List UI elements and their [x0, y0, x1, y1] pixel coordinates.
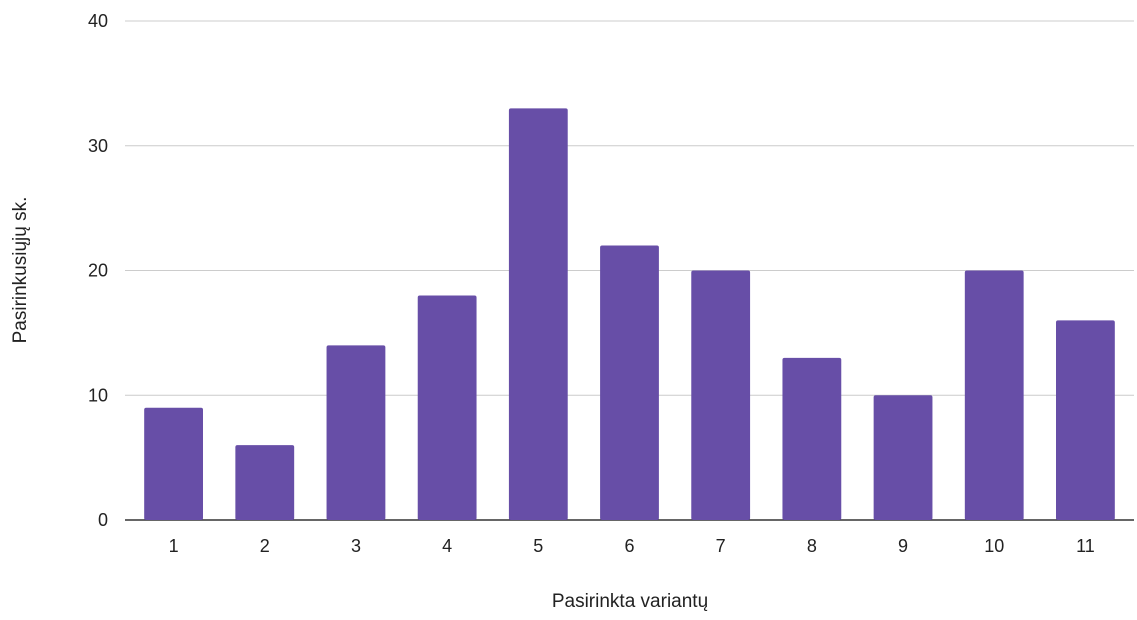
x-tick-label: 3: [351, 536, 361, 556]
bar-1: [144, 407, 203, 520]
x-tick-label: 4: [442, 536, 452, 556]
bar-5: [508, 108, 568, 520]
x-axis-ticks: 1 2 3 4 5 6 7 8 9 10 11: [169, 536, 1095, 556]
bar-9: [873, 395, 933, 520]
x-tick-label: 8: [807, 536, 817, 556]
y-axis-ticks: 0 10 20 30 40: [88, 11, 108, 530]
x-tick-label: 1: [169, 536, 179, 556]
bar-2: [235, 445, 295, 520]
bar-6: [600, 245, 659, 521]
x-tick-label: 5: [533, 536, 543, 556]
x-tick-label: 10: [984, 536, 1004, 556]
y-axis-title: Pasirinkusiųjų sk.: [10, 197, 31, 344]
x-axis-title: Pasirinkta variantų: [552, 591, 708, 612]
x-tick-label: 7: [716, 536, 726, 556]
bar-11: [1056, 320, 1115, 520]
y-tick-label: 10: [88, 385, 108, 405]
y-tick-label: 20: [88, 261, 108, 281]
y-tick-label: 30: [88, 136, 108, 156]
bar-3: [326, 345, 386, 520]
bar-10: [964, 270, 1024, 520]
y-tick-label: 40: [88, 11, 108, 31]
x-tick-label: 2: [260, 536, 270, 556]
bar-7: [691, 270, 751, 520]
x-tick-label: 9: [898, 536, 908, 556]
x-tick-label: 6: [624, 536, 634, 556]
bar-8: [782, 357, 842, 520]
bars: [144, 108, 1115, 521]
y-tick-label: 0: [98, 510, 108, 530]
bar-4: [417, 295, 477, 520]
x-tick-label: 11: [1076, 536, 1095, 556]
